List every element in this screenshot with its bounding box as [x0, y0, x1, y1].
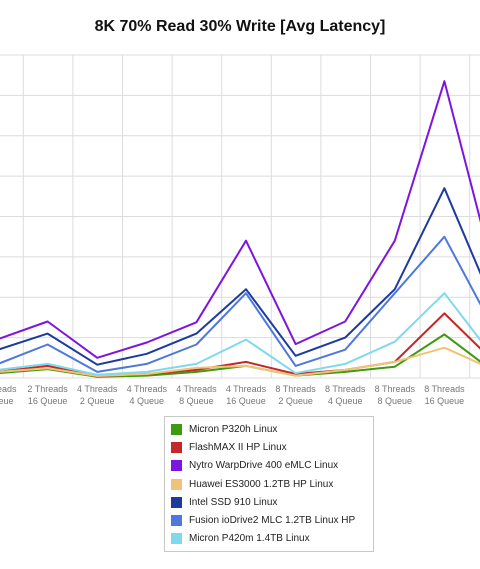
legend-swatch [171, 496, 182, 508]
x-tick-label: 8 Threads [325, 384, 366, 394]
x-tick-label: Threads [0, 384, 17, 394]
x-tick-label: 4 Queue [328, 396, 363, 406]
legend-item: Nytro WarpDrive 400 eMLC Linux [165, 457, 373, 475]
legend-swatch [171, 478, 182, 490]
legend-swatch [171, 441, 182, 453]
legend-swatch [171, 533, 182, 545]
series-intel-ssd-910-linux [0, 187, 480, 366]
plot-area: Threads Queue 2 Threads 16 Queue 4 Threads 2 … [0, 54, 480, 406]
legend-label: Micron P420m 1.4TB Linux [189, 533, 310, 545]
x-tick-label: 16 Queue [425, 396, 465, 406]
legend-item: Huawei ES3000 1.2TB HP Linux [165, 475, 373, 493]
series-huawei-es3000-1-2tb-hp-linux [0, 346, 480, 377]
x-tick-label: 2 Queue [80, 396, 115, 406]
series-layer [0, 80, 480, 378]
x-tick-label: Queue [0, 396, 14, 406]
legend-swatch [171, 460, 182, 472]
legend-swatch [171, 423, 182, 435]
legend-item: Micron P320h Linux [165, 420, 373, 438]
x-tick-label: 4 Threads [226, 384, 267, 394]
series-line [0, 346, 480, 377]
x-tick-label: 4 Threads [77, 384, 118, 394]
series-fusion-iodrive2-mlc-1-2tb-linux-hp [0, 235, 480, 373]
legend: Micron P320h Linux FlashMAX II HP Linux Ny… [164, 416, 374, 553]
legend-label: Huawei ES3000 1.2TB HP Linux [189, 478, 334, 490]
legend-label: Nytro WarpDrive 400 eMLC Linux [189, 460, 339, 472]
legend-item: FlashMAX II HP Linux [165, 438, 373, 456]
x-tick-label: 16 Queue [226, 396, 266, 406]
chart-title: 8K 70% Read 30% Write [Avg Latency] [94, 18, 386, 35]
legend-item: Intel SSD 910 Linux [165, 493, 373, 511]
x-tick-label: 2 Threads [27, 384, 68, 394]
series-line [0, 80, 480, 359]
grid [0, 54, 480, 379]
legend-item: Fusion ioDrive2 MLC 1.2TB Linux HP [165, 511, 373, 529]
x-tick-label: 8 Queue [179, 396, 214, 406]
legend-swatch [171, 515, 182, 527]
x-tick-label: 8 Threads [275, 384, 316, 394]
series-nytro-warpdrive-400-emlc-linux [0, 80, 480, 359]
legend-label: Micron P320h Linux [189, 423, 278, 435]
x-tick-label: 4 Queue [130, 396, 165, 406]
legend-label: FlashMAX II HP Linux [189, 441, 287, 453]
legend-label: Fusion ioDrive2 MLC 1.2TB Linux HP [189, 515, 356, 527]
legend-label: Intel SSD 910 Linux [189, 496, 278, 508]
series-micron-p420m-1-4tb-linux [0, 292, 480, 376]
x-axis-labels: Threads Queue 2 Threads 16 Queue 4 Threads 2 … [0, 384, 465, 406]
legend-item: Micron P420m 1.4TB Linux [165, 530, 373, 548]
x-tick-label: 8 Threads [424, 384, 465, 394]
x-tick-label: 4 Threads [127, 384, 168, 394]
x-tick-label: 2 Queue [278, 396, 313, 406]
x-tick-label: 16 Queue [28, 396, 68, 406]
x-tick-label: 8 Queue [378, 396, 413, 406]
x-tick-label: 8 Threads [375, 384, 416, 394]
x-tick-label: 4 Threads [176, 384, 217, 394]
